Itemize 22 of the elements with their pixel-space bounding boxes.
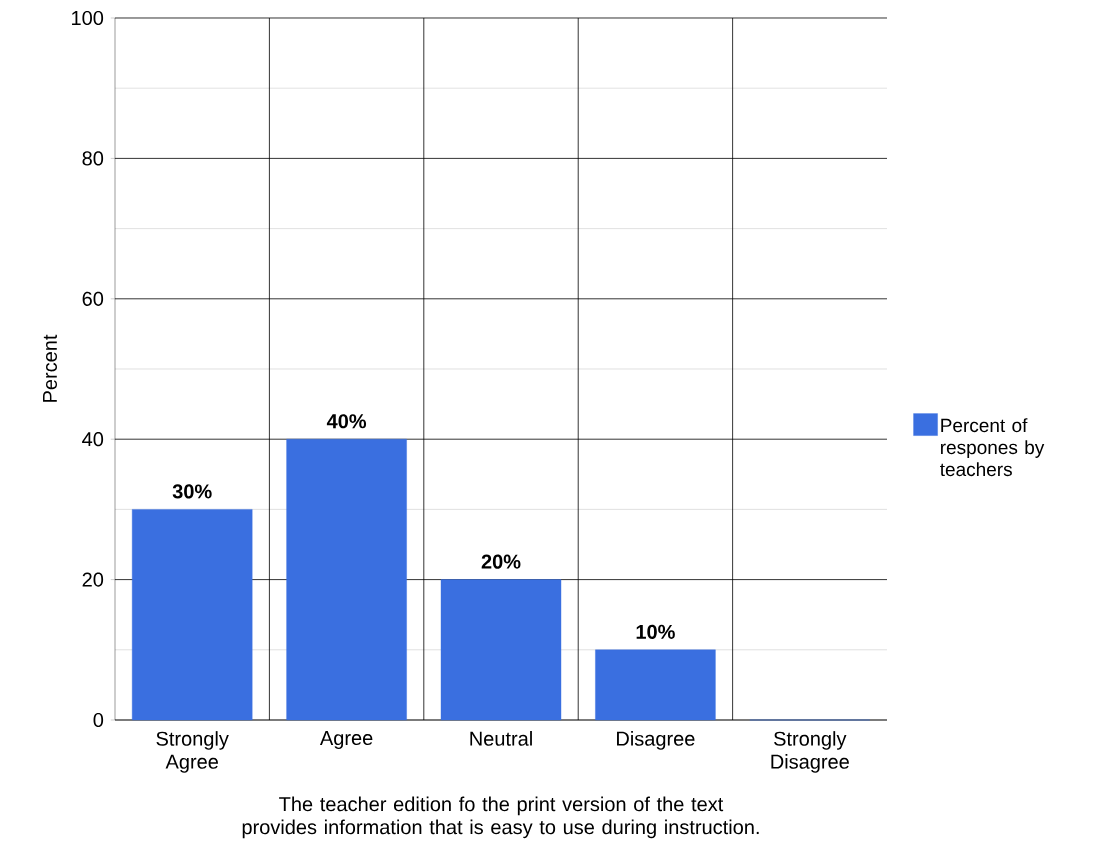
data-label: 40%: [326, 414, 367, 429]
data-label: 30%: [172, 484, 212, 499]
x-axis-title: The teacher edition fo the print version of the text provides information that is easy to use during instruction.: [242, 796, 759, 839]
bar: [440, 579, 562, 721]
y-tick-label: 60: [82, 291, 104, 306]
x-tick-label: Disagree: [617, 731, 695, 750]
y-tick-label: 20: [82, 572, 104, 587]
y-tick-label: 80: [82, 151, 104, 166]
bar: [595, 649, 716, 721]
x-tick-label: Neutral: [470, 731, 532, 746]
y-tick-label: 100: [72, 10, 104, 26]
y-tick-label: 0: [93, 712, 104, 728]
x-tick-label: Strongly Agree: [156, 731, 229, 773]
legend-label: Percent of respones by teachers: [940, 418, 1045, 477]
y-tick-label: 40: [82, 432, 104, 447]
y-axis-title: Percent: [43, 334, 57, 402]
x-tick-label: Strongly Disagree: [771, 731, 849, 773]
data-label: 10%: [636, 624, 675, 639]
x-tick-label: Agree: [319, 731, 373, 750]
bar: [286, 439, 407, 721]
bar: [132, 509, 253, 721]
data-label: 20%: [481, 554, 521, 569]
